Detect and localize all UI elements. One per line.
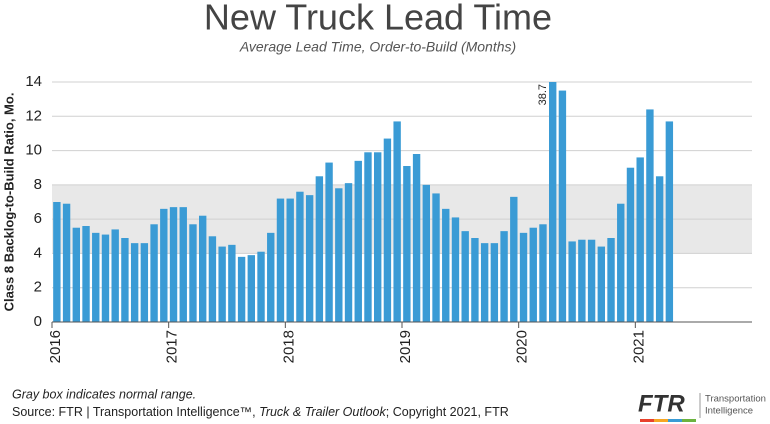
bar <box>189 224 197 322</box>
bar <box>315 176 324 322</box>
bar <box>519 232 528 322</box>
bar <box>480 243 489 322</box>
bar <box>160 208 168 322</box>
bar <box>393 121 401 322</box>
bar <box>121 238 129 322</box>
bar <box>403 166 411 322</box>
bar <box>199 215 207 322</box>
bar <box>130 243 139 322</box>
logo-stripe <box>640 419 654 422</box>
bar <box>451 217 460 322</box>
bar <box>607 238 615 322</box>
x-tick-label: 2016 <box>47 330 64 363</box>
bar <box>305 195 314 322</box>
logo-stripe <box>682 419 696 422</box>
y-tick-label: 0 <box>34 313 42 330</box>
logo-name: FTR <box>638 390 685 417</box>
bar <box>510 196 518 322</box>
y-tick-label: 14 <box>25 73 42 90</box>
bar <box>578 239 586 322</box>
bar <box>626 167 635 322</box>
bar <box>665 121 674 322</box>
bar <box>617 203 625 322</box>
bar <box>53 202 61 322</box>
bar <box>568 241 576 322</box>
y-tick-label: 2 <box>34 279 42 296</box>
bar <box>111 229 119 322</box>
bar <box>383 138 392 322</box>
bar <box>335 188 343 322</box>
bar <box>247 255 255 322</box>
logo-tagline: Intelligence <box>705 406 753 417</box>
bar <box>72 227 80 322</box>
chart-subtitle: Average Lead Time, Order-to-Build (Month… <box>239 39 516 55</box>
bar <box>179 207 187 322</box>
bar <box>432 193 440 322</box>
bar <box>237 256 246 322</box>
bar <box>276 198 285 322</box>
y-tick-label: 6 <box>34 210 42 227</box>
bar <box>257 251 265 322</box>
note: Gray box indicates normal range. <box>12 387 196 401</box>
bar <box>471 238 479 322</box>
bar <box>325 162 333 322</box>
bar <box>500 231 508 322</box>
bar <box>539 224 547 322</box>
y-axis-label: Class 8 Backlog-to-Build Ratio, Mo. <box>1 93 16 312</box>
bar <box>442 208 450 322</box>
source-text: Truck & Trailer Outlook <box>259 405 386 419</box>
x-tick-label: 2017 <box>164 330 181 363</box>
bar <box>646 109 654 322</box>
x-tick-label: 2020 <box>514 330 531 363</box>
bar <box>636 157 644 322</box>
y-tick-label: 4 <box>34 244 42 261</box>
bars <box>53 82 674 323</box>
y-tick-label: 10 <box>25 142 42 159</box>
bar <box>422 184 430 322</box>
bar <box>101 234 110 322</box>
bar <box>169 207 178 322</box>
bar <box>82 226 90 322</box>
source-text: Source: FTR | Transportation Intelligenc… <box>12 405 259 419</box>
bar <box>286 198 294 322</box>
bar <box>92 232 100 322</box>
x-tick-label: 2019 <box>397 330 414 363</box>
bar <box>354 160 362 322</box>
bar <box>62 203 71 322</box>
chart-title: New Truck Lead Time <box>204 0 552 38</box>
bar <box>558 90 567 322</box>
y-tick-label: 8 <box>34 176 42 193</box>
data-label: 38.7 <box>537 84 549 105</box>
bar <box>150 224 158 322</box>
bar <box>461 231 469 322</box>
x-tick-label: 2018 <box>280 330 297 363</box>
bar <box>364 152 372 322</box>
bar <box>296 191 304 322</box>
logo-tagline: Transportation <box>705 394 766 405</box>
y-tick-label: 12 <box>25 107 42 124</box>
bar <box>344 183 353 322</box>
source-text: ; Copyright 2021, FTR <box>386 405 509 419</box>
bar <box>267 232 275 322</box>
bar <box>228 244 236 322</box>
bar <box>490 243 499 322</box>
bar <box>587 239 596 322</box>
bar <box>218 246 226 322</box>
bar <box>529 227 537 322</box>
bar <box>140 243 149 322</box>
x-tick-label: 2021 <box>630 330 647 363</box>
bar <box>597 246 605 322</box>
bar <box>374 152 382 322</box>
logo-stripe <box>654 419 668 422</box>
bar <box>655 176 664 322</box>
bar <box>412 154 421 322</box>
logo-stripe <box>668 419 682 422</box>
source: Source: FTR | Transportation Intelligenc… <box>12 405 509 419</box>
bar <box>208 236 217 322</box>
bar <box>549 82 557 323</box>
